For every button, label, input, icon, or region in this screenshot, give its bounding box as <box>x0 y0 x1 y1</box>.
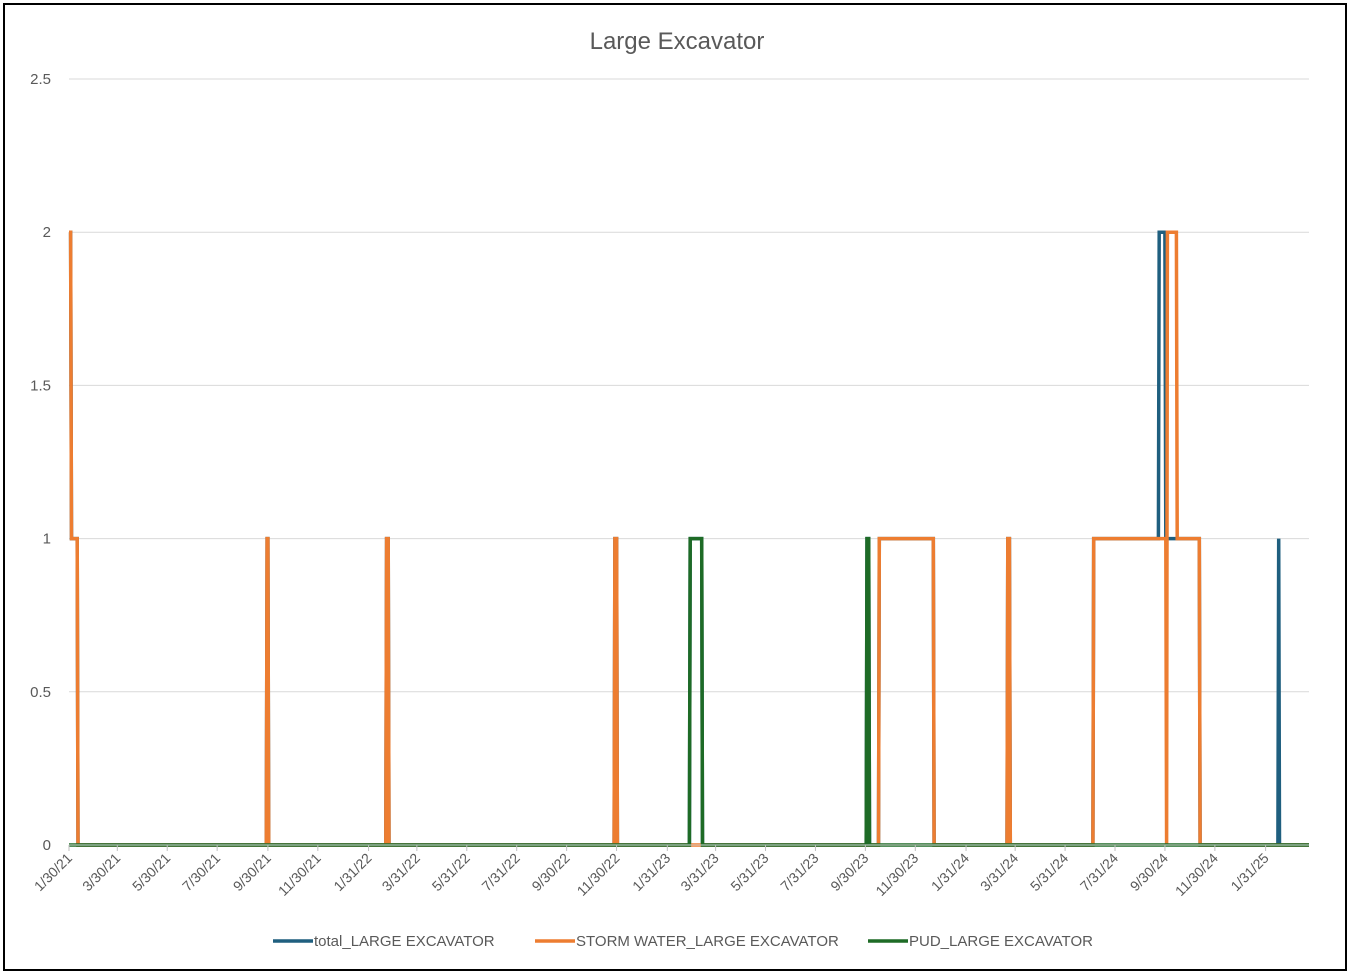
y-tick-label: 1.5 <box>30 377 51 394</box>
chart-title: Large Excavator <box>590 28 765 55</box>
y-axis-ticks: 0 0.5 1 1.5 2 2.5 <box>30 71 51 854</box>
x-tick-label: 9/30/22 <box>528 850 572 894</box>
x-tick-label: 5/30/21 <box>129 850 173 894</box>
x-tick-label: 7/31/23 <box>777 850 821 894</box>
y-tick-label: 0 <box>43 837 51 854</box>
y-tick-label: 2 <box>43 224 51 241</box>
x-tick-label: 1/31/25 <box>1227 850 1271 894</box>
x-axis-ticks: 1/30/21 3/30/21 5/30/21 7/30/21 9/30/21 11/30… <box>31 845 1272 899</box>
line-chart: Large Excavator 0 0.5 1 1.5 2 2.5 1/30/21 3/30… <box>30 28 1309 950</box>
y-tick-label: 0.5 <box>30 684 51 701</box>
x-tick-label: 3/31/22 <box>379 850 423 894</box>
x-tick-label: 3/31/24 <box>977 850 1021 894</box>
x-tick-label: 9/30/23 <box>827 850 871 894</box>
chart-frame: Large Excavator 0 0.5 1 1.5 2 2.5 1/30/21 3/30… <box>3 3 1347 971</box>
x-tick-label: 5/31/24 <box>1027 850 1071 894</box>
x-tick-label: 3/31/23 <box>677 850 721 894</box>
x-tick-label: 11/30/22 <box>574 850 623 899</box>
legend-label-2: PUD_LARGE EXCAVATOR <box>909 933 1093 950</box>
y-tick-label: 1 <box>43 531 51 548</box>
legend-label-0: total_LARGE EXCAVATOR <box>314 933 495 950</box>
x-tick-label: 3/30/21 <box>79 850 123 894</box>
x-tick-label: 1/31/23 <box>629 850 673 894</box>
x-tick-label: 7/30/21 <box>179 850 223 894</box>
x-tick-label: 7/31/24 <box>1077 850 1121 894</box>
x-tick-label: 9/30/21 <box>230 850 274 894</box>
x-tick-label: 7/31/22 <box>478 850 522 894</box>
x-tick-label: 1/31/24 <box>928 850 972 894</box>
x-tick-label: 11/30/24 <box>1172 850 1221 899</box>
x-tick-label: 1/31/22 <box>330 850 374 894</box>
x-tick-label: 11/30/23 <box>872 850 921 899</box>
legend: total_LARGE EXCAVATOR STORM WATER_LARGE E… <box>273 933 1093 950</box>
y-tick-label: 2.5 <box>30 71 51 88</box>
x-tick-label: 11/30/21 <box>275 850 324 899</box>
x-tick-label: 5/31/23 <box>727 850 771 894</box>
x-tick-label: 1/30/21 <box>31 850 75 894</box>
legend-label-1: STORM WATER_LARGE EXCAVATOR <box>576 933 839 950</box>
x-tick-label: 9/30/24 <box>1127 850 1171 894</box>
x-tick-label: 5/31/22 <box>429 850 473 894</box>
